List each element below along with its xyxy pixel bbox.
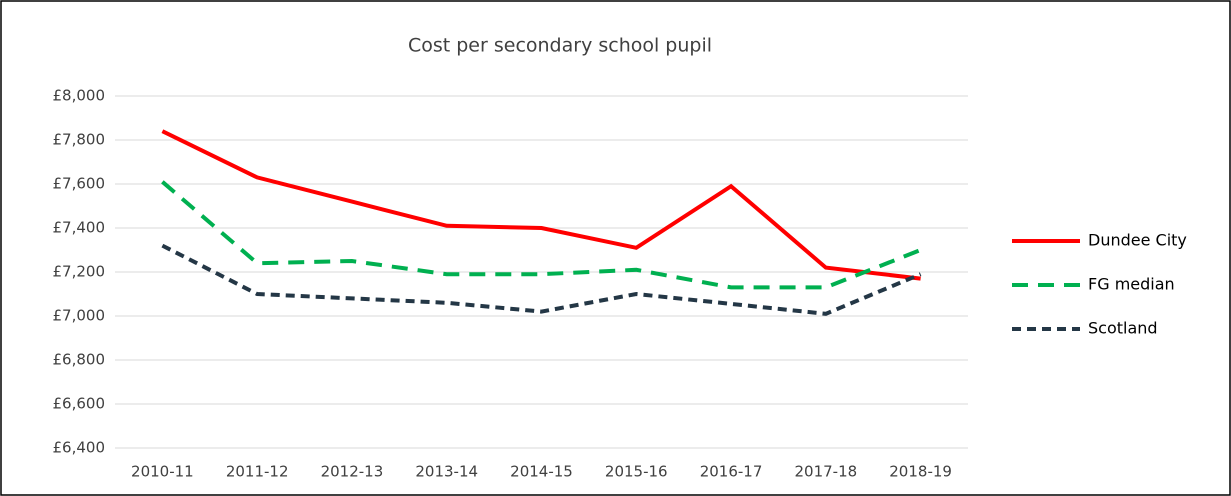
line-series xyxy=(161,129,921,281)
x-tick-label: 2012-13 xyxy=(321,463,384,481)
x-tick-label: 2010-11 xyxy=(131,463,194,481)
legend-label: FG median xyxy=(1088,275,1175,294)
x-tick-label: 2011-12 xyxy=(226,463,289,481)
y-tick-label: £7,400 xyxy=(53,219,106,237)
y-tick-label: £7,000 xyxy=(53,307,106,325)
y-tick-label: £6,800 xyxy=(53,351,106,369)
y-tick-label: £8,000 xyxy=(53,87,106,105)
legend-label: Scotland xyxy=(1088,319,1158,338)
x-tick-label: 2015-16 xyxy=(605,463,668,481)
y-tick-label: £7,800 xyxy=(53,131,106,149)
x-tick-label: 2013-14 xyxy=(415,463,478,481)
y-tick-label: £6,600 xyxy=(53,395,106,413)
x-tick-label: 2018-19 xyxy=(889,463,952,481)
x-tick-label: 2014-15 xyxy=(510,463,573,481)
y-tick-label: £7,200 xyxy=(53,263,106,281)
chart-title: Cost per secondary school pupil xyxy=(408,35,712,57)
x-tick-label: 2017-18 xyxy=(794,463,857,481)
y-tick-label: £6,400 xyxy=(53,439,106,457)
y-tick-label: £7,600 xyxy=(53,175,106,193)
x-tick-label: 2016-17 xyxy=(700,463,763,481)
line-series xyxy=(161,243,922,316)
legend-label: Dundee City xyxy=(1088,231,1187,250)
line-series xyxy=(161,180,922,290)
